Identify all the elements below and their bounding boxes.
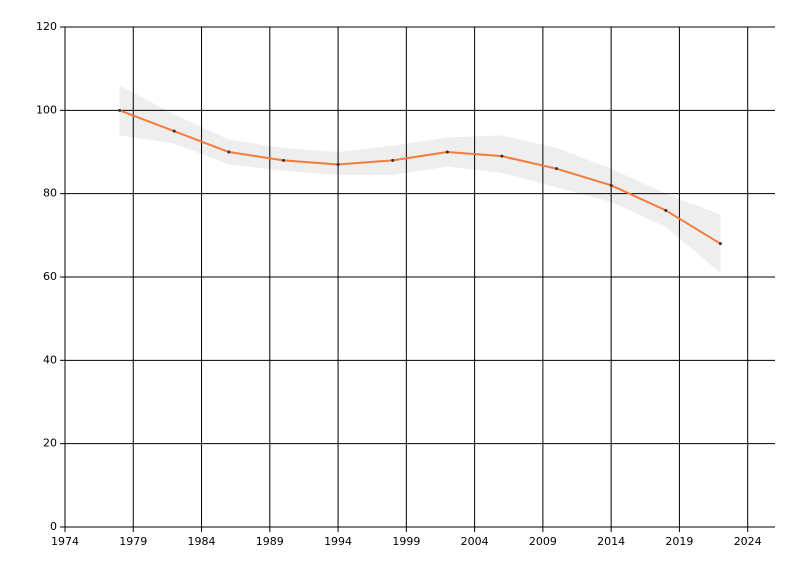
x-tick-label: 1999	[392, 535, 420, 548]
x-tick-label: 2024	[734, 535, 762, 548]
line	[119, 109, 721, 245]
confidence-band	[119, 85, 721, 273]
x-tick-label: 1984	[188, 535, 216, 548]
point	[609, 183, 613, 187]
x-tick-label: 2009	[529, 535, 557, 548]
y-tick-label: 40	[43, 353, 57, 366]
point	[445, 150, 449, 154]
point	[664, 208, 668, 212]
y-tick-label: 0	[50, 520, 57, 533]
point	[172, 129, 176, 133]
x-tick-label: 2004	[461, 535, 489, 548]
point	[227, 150, 231, 154]
y-tick-label: 80	[43, 187, 57, 200]
x-tick-label: 1994	[324, 535, 352, 548]
y-tick-label: 20	[43, 437, 57, 450]
point	[118, 108, 122, 112]
point	[336, 163, 340, 166]
point	[500, 154, 504, 158]
x-tick-label: 2019	[665, 535, 693, 548]
x-tick-label: 2014	[597, 535, 625, 548]
y-tick-label: 120	[36, 20, 57, 33]
x-tick-label: 1974	[51, 535, 79, 548]
x-tick-label: 1979	[119, 535, 147, 548]
x-tick-label: 1989	[256, 535, 284, 548]
point	[281, 158, 285, 162]
y-tick-label: 60	[43, 270, 57, 283]
point	[391, 158, 395, 162]
y-tick-label: 100	[36, 103, 57, 116]
point	[555, 167, 559, 171]
point	[718, 242, 722, 246]
